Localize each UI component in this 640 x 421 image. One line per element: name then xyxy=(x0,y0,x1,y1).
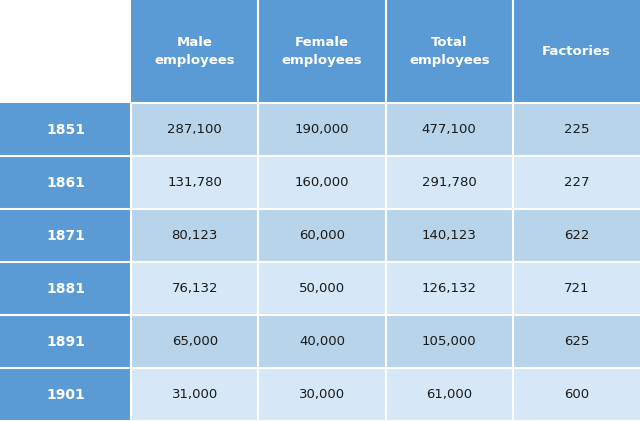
Text: 80,123: 80,123 xyxy=(172,229,218,242)
Text: 721: 721 xyxy=(564,282,589,295)
Bar xyxy=(513,103,640,156)
Bar xyxy=(0,103,131,156)
Bar xyxy=(0,209,131,262)
Text: 126,132: 126,132 xyxy=(422,282,477,295)
Text: 105,000: 105,000 xyxy=(422,335,477,348)
Text: 30,000: 30,000 xyxy=(299,388,345,401)
Bar xyxy=(513,315,640,368)
Bar xyxy=(131,103,259,156)
Bar xyxy=(259,209,385,262)
Bar xyxy=(385,209,513,262)
Text: 287,100: 287,100 xyxy=(168,123,222,136)
Bar xyxy=(131,368,259,421)
Text: 140,123: 140,123 xyxy=(422,229,477,242)
Bar xyxy=(131,0,259,103)
Text: 40,000: 40,000 xyxy=(299,335,345,348)
Bar xyxy=(0,315,131,368)
Bar xyxy=(513,156,640,209)
Text: 227: 227 xyxy=(564,176,589,189)
Bar xyxy=(131,315,259,368)
Bar xyxy=(385,368,513,421)
Bar xyxy=(0,0,131,103)
Text: 291,780: 291,780 xyxy=(422,176,477,189)
Text: 1881: 1881 xyxy=(46,282,85,296)
Text: 1891: 1891 xyxy=(46,335,85,349)
Text: 160,000: 160,000 xyxy=(295,176,349,189)
Text: 190,000: 190,000 xyxy=(295,123,349,136)
Bar xyxy=(259,156,385,209)
Text: 1871: 1871 xyxy=(46,229,85,242)
Bar xyxy=(131,209,259,262)
Bar xyxy=(513,368,640,421)
Bar xyxy=(385,156,513,209)
Text: 1861: 1861 xyxy=(46,176,85,189)
Text: 625: 625 xyxy=(564,335,589,348)
Bar xyxy=(385,315,513,368)
Bar xyxy=(0,262,131,315)
Text: 1851: 1851 xyxy=(46,123,85,137)
Text: 622: 622 xyxy=(564,229,589,242)
Text: 65,000: 65,000 xyxy=(172,335,218,348)
Text: 131,780: 131,780 xyxy=(168,176,222,189)
Bar xyxy=(131,262,259,315)
Bar xyxy=(131,156,259,209)
Text: Female
employees: Female employees xyxy=(282,36,362,67)
Bar xyxy=(259,262,385,315)
Text: Male
employees: Male employees xyxy=(154,36,235,67)
Text: 76,132: 76,132 xyxy=(172,282,218,295)
Text: 600: 600 xyxy=(564,388,589,401)
Bar xyxy=(259,315,385,368)
Text: Factories: Factories xyxy=(542,45,611,58)
Bar xyxy=(385,103,513,156)
Bar xyxy=(513,209,640,262)
Text: 477,100: 477,100 xyxy=(422,123,477,136)
Text: Total
employees: Total employees xyxy=(409,36,490,67)
Text: 31,000: 31,000 xyxy=(172,388,218,401)
Bar xyxy=(0,368,131,421)
Text: 60,000: 60,000 xyxy=(299,229,345,242)
Bar xyxy=(385,262,513,315)
Bar xyxy=(513,262,640,315)
Bar xyxy=(259,0,385,103)
Text: 50,000: 50,000 xyxy=(299,282,345,295)
Text: 1901: 1901 xyxy=(46,387,85,402)
Text: 225: 225 xyxy=(564,123,589,136)
Bar xyxy=(385,0,513,103)
Bar xyxy=(0,156,131,209)
Bar xyxy=(259,368,385,421)
Bar xyxy=(513,0,640,103)
Bar xyxy=(259,103,385,156)
Text: 61,000: 61,000 xyxy=(426,388,472,401)
